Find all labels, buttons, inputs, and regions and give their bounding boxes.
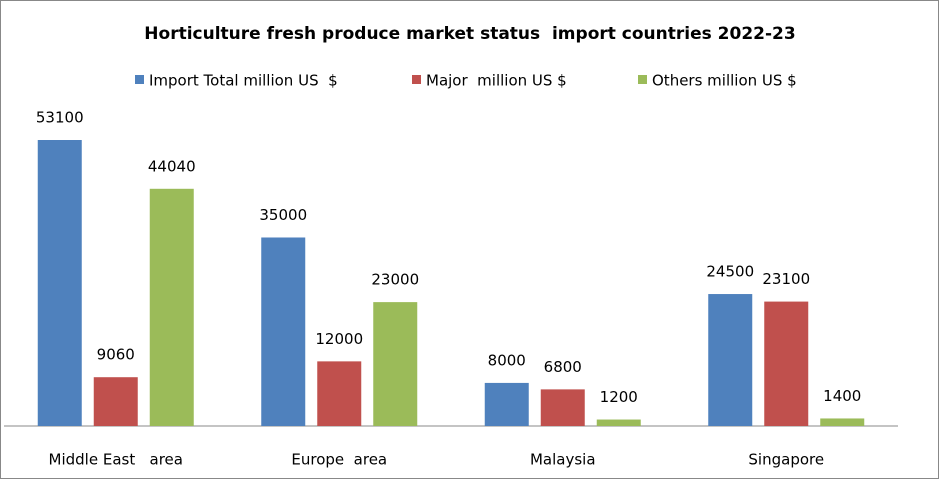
bar (820, 418, 865, 426)
legend-label: Import Total million US $ (149, 72, 338, 90)
legend-swatch (412, 75, 421, 84)
x-tick-label: Middle East area (49, 451, 183, 469)
chart-title: Horticulture fresh produce market status… (144, 24, 795, 44)
x-tick-label: Malaysia (530, 451, 596, 469)
bar (764, 301, 809, 426)
legend-swatch (638, 75, 647, 84)
data-label: 12000 (315, 330, 363, 348)
bar (149, 188, 194, 426)
legend-swatch (135, 75, 144, 84)
data-label: 1400 (823, 387, 861, 405)
bar (373, 302, 418, 426)
data-label: 24500 (706, 263, 754, 281)
data-label: 9060 (97, 346, 135, 364)
bar (93, 377, 138, 426)
data-label: 8000 (488, 351, 526, 369)
bar (37, 140, 82, 426)
bar (540, 389, 585, 426)
data-label: 6800 (544, 358, 582, 376)
bar (708, 294, 753, 426)
data-label: 35000 (259, 206, 307, 224)
data-label: 23000 (371, 271, 419, 289)
data-label: 23100 (762, 270, 810, 288)
bar (484, 382, 529, 426)
legend-label: Others million US $ (652, 72, 797, 90)
x-tick-label: Europe area (291, 451, 387, 469)
legend-label: Major million US $ (426, 72, 567, 90)
bar (596, 419, 641, 426)
bar (261, 237, 306, 426)
data-label: 53100 (36, 109, 84, 127)
data-label: 44040 (148, 157, 196, 175)
x-tick-label: Singapore (748, 451, 824, 469)
bar (317, 361, 362, 426)
data-label: 1200 (600, 388, 638, 406)
